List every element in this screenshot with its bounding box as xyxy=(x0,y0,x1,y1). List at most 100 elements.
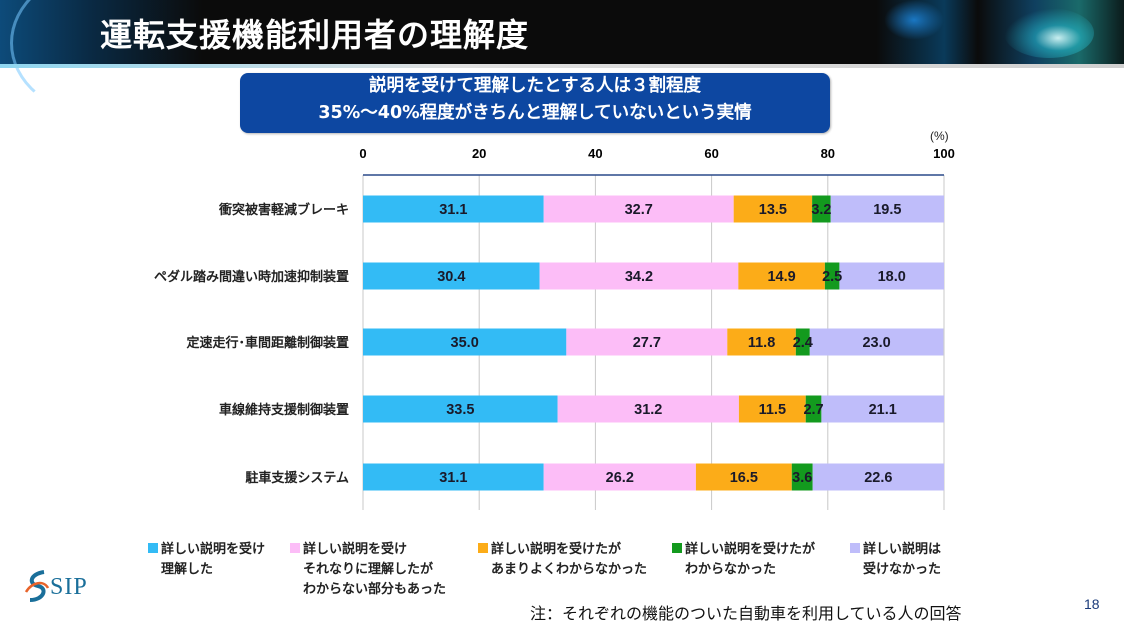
legend-swatch xyxy=(850,543,860,553)
bar-row: 33.5 31.2 11.5 2.7 21.1 xyxy=(363,395,944,423)
bar-segment xyxy=(363,195,544,223)
legend-item: 詳しい説明は 受けなかった xyxy=(850,540,941,580)
bar-segment xyxy=(543,463,696,491)
bar-segment xyxy=(539,262,739,290)
legend-label: 受けなかった xyxy=(863,562,942,577)
data-label: 18.0 xyxy=(878,269,906,285)
logo-text: SIP xyxy=(50,574,88,600)
category-label: 駐車支援システム xyxy=(245,470,349,486)
legend-item: 詳しい説明を受けたがあまりよくわからなかった xyxy=(478,540,647,580)
legend-label: 詳しい説明を受け xyxy=(303,542,408,557)
bar-segment xyxy=(566,328,728,356)
data-label: 2.7 xyxy=(803,402,823,418)
legend-label: あまりよくわからなかった xyxy=(491,562,648,577)
bar-segment xyxy=(557,395,739,423)
data-label: 11.8 xyxy=(748,335,775,351)
data-label: 3.6 xyxy=(792,470,812,486)
bar-segment xyxy=(839,262,944,290)
legend-label: それなりに理解したが xyxy=(303,562,434,577)
data-label: 3.2 xyxy=(811,202,831,218)
unit-label: (%) xyxy=(930,129,949,143)
legend-swatch xyxy=(148,543,158,553)
category-label: ペダル踏み間違い時加速抑制装置 xyxy=(154,269,349,285)
bar-segment xyxy=(363,395,558,423)
category-label: 衝突被害軽減ブレーキ xyxy=(218,202,349,218)
car-illustration xyxy=(1004,8,1094,58)
callout-line-1: 説明を受けて理解したとする人は３割程度 xyxy=(369,76,701,96)
legend-item: 詳しい説明を受けたが わからなかった xyxy=(672,540,815,580)
bar-segment xyxy=(821,395,944,423)
bar-segment xyxy=(812,195,831,223)
bar-segment xyxy=(363,262,540,290)
bar-segment xyxy=(805,395,822,423)
legend-swatch xyxy=(672,543,682,553)
data-label: 2.4 xyxy=(793,335,813,351)
category-label: 定速走行･車間距離制御装置 xyxy=(185,335,349,351)
bar-segment xyxy=(363,328,567,356)
bar-segment xyxy=(695,463,792,491)
legend-swatch xyxy=(290,543,300,553)
data-label: 33.5 xyxy=(446,402,474,418)
page-title: 運転支援機能利用者の理解度 xyxy=(100,16,530,54)
legend-label: 詳しい説明を受けたが xyxy=(491,542,622,557)
x-tick-label: 60 xyxy=(704,146,718,161)
decorative-light xyxy=(884,0,944,40)
x-tick-label: 100 xyxy=(933,146,955,161)
data-label: 26.2 xyxy=(606,470,634,486)
sip-logo: SIP xyxy=(22,568,102,604)
data-label: 31.1 xyxy=(439,470,467,486)
bar-segment xyxy=(543,195,734,223)
stacked-bar-chart: 0 20 40 60 80 100 (%) 衝突被害軽減ブレーキペダル踏み間違い時加速抑制… xyxy=(154,129,955,510)
bar-row: 35.0 27.7 11.8 2.4 23.0 xyxy=(363,328,944,356)
data-label: 30.4 xyxy=(437,269,465,285)
data-label: 13.5 xyxy=(759,202,787,218)
legend-label: 理解した xyxy=(161,562,214,577)
legend-label: わからなかった xyxy=(685,562,777,577)
data-label: 23.0 xyxy=(862,335,890,351)
x-tick-label: 0 xyxy=(359,146,366,161)
legend-item: 詳しい説明を受け 理解した xyxy=(148,540,265,580)
data-label: 22.6 xyxy=(864,470,892,486)
decorative-swoosh xyxy=(10,0,186,116)
legend-swatch xyxy=(478,543,488,553)
data-label: 19.5 xyxy=(873,202,901,218)
bar-segment xyxy=(363,463,544,491)
legend-item: 詳しい説明を受け それなりに理解したが わからない部分もあった xyxy=(290,540,446,600)
page-number: 18 xyxy=(1084,596,1100,612)
header-divider xyxy=(0,64,1124,68)
footnote: 注：それぞれの機能のついた自動車を利用している人の回答 xyxy=(530,604,962,623)
bar-segment xyxy=(812,463,944,491)
data-label: 14.9 xyxy=(767,269,795,285)
header-banner: 運転支援機能利用者の理解度 xyxy=(0,0,1124,116)
bar-segment xyxy=(727,328,796,356)
bar-segment xyxy=(809,328,944,356)
bar-row: 31.1 32.7 13.5 3.2 19.5 xyxy=(363,195,944,223)
bar-segment xyxy=(738,262,825,290)
data-label: 35.0 xyxy=(451,335,479,351)
bar-segment xyxy=(824,262,840,290)
legend-label: 詳しい説明を受け xyxy=(161,542,266,557)
data-label: 16.5 xyxy=(730,470,758,486)
summary-callout: 説明を受けて理解したとする人は３割程度 35%～40%程度がきちんと理解していな… xyxy=(240,73,830,133)
data-label: 21.1 xyxy=(869,402,897,418)
bar-segment xyxy=(830,195,944,223)
data-label: 11.5 xyxy=(759,402,786,418)
logo-mark-icon xyxy=(24,570,50,602)
bar-segment xyxy=(733,195,813,223)
legend-label: 詳しい説明を受けたが xyxy=(685,542,816,557)
legend-label: 詳しい説明は xyxy=(863,542,942,557)
callout-line-2: 35%～40%程度がきちんと理解していないという実情 xyxy=(318,103,752,123)
data-label: 31.1 xyxy=(439,202,467,218)
x-tick-label: 20 xyxy=(472,146,486,161)
category-label: 車線維持支援制御装置 xyxy=(219,402,349,418)
bar-segment xyxy=(738,395,806,423)
data-label: 2.5 xyxy=(822,269,842,285)
bar-row: 30.4 34.2 14.9 2.5 18.0 xyxy=(363,262,944,290)
x-tick-label: 80 xyxy=(821,146,835,161)
data-label: 27.7 xyxy=(633,335,661,351)
data-label: 32.7 xyxy=(625,202,653,218)
data-label: 34.2 xyxy=(625,269,653,285)
category-labels: 衝突被害軽減ブレーキペダル踏み間違い時加速抑制装置定速走行･車間距離制御装置車線… xyxy=(154,202,349,486)
bars: 31.1 32.7 13.5 3.2 19.5 30.4 34.2 14.9 2.5 18.0 35… xyxy=(363,195,944,491)
x-tick-label: 40 xyxy=(588,146,602,161)
